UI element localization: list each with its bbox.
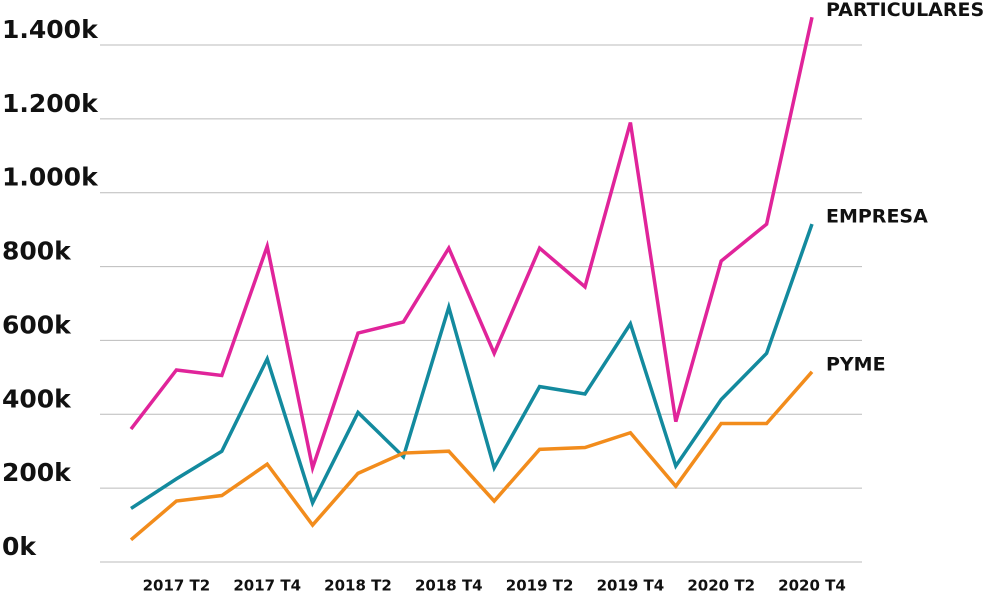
series-label: EMPRESA [826,206,928,228]
y-tick-label: 600k [2,310,72,339]
series-label: PARTICULARES [826,0,984,21]
x-tick-label: 2020 T2 [687,577,755,594]
x-tick-label: 2018 T4 [415,577,483,594]
y-tick-label: 800k [2,237,72,266]
y-tick-label: 400k [2,384,72,413]
y-tick-label: 1.400k [2,15,99,44]
x-tick-label: 2017 T4 [233,577,301,594]
x-tick-label: 2018 T2 [324,577,392,594]
x-tick-label: 2019 T4 [597,577,665,594]
series-line [130,223,814,510]
y-tick-label: 1.000k [2,163,99,192]
x-tick-label: 2019 T2 [506,577,574,594]
y-tick-label: 1.200k [2,89,99,118]
y-tick-label: 200k [2,458,72,487]
x-tick-label: 2017 T2 [143,577,211,594]
y-tick-label: 0k [2,532,37,561]
x-tick-label: 2020 T4 [778,577,846,594]
series-label: PYME [826,353,886,375]
series-line [129,370,814,542]
series-line [129,16,814,475]
